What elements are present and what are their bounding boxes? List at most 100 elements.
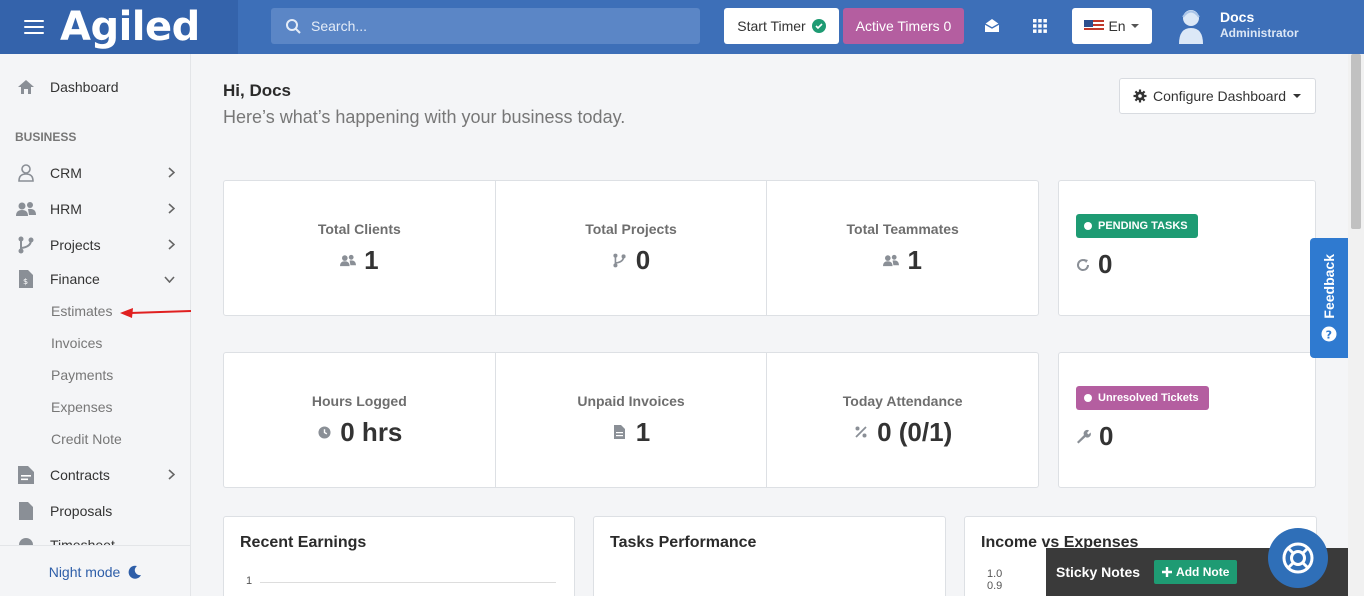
wrench-icon <box>1077 429 1091 444</box>
stat-label: Unpaid Invoices <box>577 392 685 409</box>
svg-text:?: ? <box>1326 329 1332 342</box>
chevron-right-icon <box>168 239 175 250</box>
plus-icon <box>1162 567 1173 577</box>
caret-down-icon <box>1130 24 1139 28</box>
configure-dashboard-label: Configure Dashboard <box>1152 88 1287 104</box>
axis-tick-label: 0.9 <box>987 580 1003 592</box>
refresh-icon <box>1077 258 1090 271</box>
mail-open-icon[interactable] <box>983 17 1001 35</box>
recent-earnings-panel: Recent Earnings 1 <box>223 516 575 596</box>
pending-tasks-badge: PENDING TASKS <box>1076 214 1198 238</box>
stats-row-2: Hours Logged 0 hrs Unpaid Invoices 1 Tod… <box>223 352 1039 488</box>
sidebar-sub-invoices[interactable]: Invoices <box>51 335 103 351</box>
configure-dashboard-button[interactable]: Configure Dashboard <box>1119 78 1316 114</box>
search-input[interactable] <box>311 18 681 34</box>
sidebar: Dashboard BUSINESS CRM HRM Projects $ Fi… <box>0 54 191 596</box>
help-lifebuoy-button[interactable] <box>1268 528 1328 588</box>
stat-total-teammates[interactable]: Total Teammates 1 <box>767 181 1038 315</box>
feedback-tab[interactable]: Feedback ? <box>1310 238 1348 358</box>
chevron-down-icon <box>164 276 175 283</box>
night-mode-toggle[interactable]: Night mode <box>0 545 190 596</box>
page-title: Hi, Docs <box>223 81 292 100</box>
stat-label: Total Teammates <box>846 220 959 237</box>
stat-label: Total Clients <box>317 220 401 237</box>
page-scrollbar[interactable] <box>1348 54 1364 596</box>
stat-total-projects[interactable]: Total Projects 0 <box>496 181 768 315</box>
unresolved-tickets-card[interactable]: Unresolved Tickets 0 <box>1058 352 1316 488</box>
clock-icon <box>316 424 332 440</box>
stat-value: 1 <box>635 416 651 447</box>
brand: Agiled <box>0 0 238 54</box>
sidebar-item-label: Projects <box>50 237 101 253</box>
home-icon <box>16 77 36 97</box>
pending-tasks-card[interactable]: PENDING TASKS 0 <box>1058 180 1316 316</box>
help-circle-icon: ? <box>1321 326 1337 342</box>
svg-text:$: $ <box>23 277 28 286</box>
language-selector[interactable]: En <box>1072 8 1152 44</box>
file-icon <box>612 424 628 440</box>
unresolved-tickets-badge: Unresolved Tickets <box>1076 386 1209 410</box>
stat-value: 1 <box>907 244 922 275</box>
stat-value: 0 <box>635 244 651 275</box>
avatar <box>1179 10 1203 44</box>
contract-icon <box>16 465 36 485</box>
language-label: En <box>1108 18 1126 34</box>
stat-unpaid-invoices[interactable]: Unpaid Invoices 1 <box>496 353 768 487</box>
users-icon <box>16 199 36 219</box>
logo[interactable]: Agiled <box>60 4 200 50</box>
axis-tick-label: 1 <box>246 575 253 587</box>
panel-title: Recent Earnings <box>240 534 367 551</box>
chevron-right-icon <box>168 167 175 178</box>
sidebar-item-dashboard[interactable]: Dashboard <box>0 70 190 104</box>
moon-icon <box>128 565 142 579</box>
start-timer-label: Start Timer <box>737 18 806 34</box>
sidebar-item-proposals[interactable]: Proposals <box>0 494 190 528</box>
sidebar-item-crm[interactable]: CRM <box>0 156 190 190</box>
search-bar[interactable] <box>271 8 700 44</box>
panel-title: Income vs Expenses <box>981 534 1139 551</box>
percent-icon <box>853 424 869 440</box>
active-timers-button[interactable]: Active Timers 0 <box>843 8 964 44</box>
sidebar-item-finance[interactable]: $ Finance <box>0 262 190 296</box>
user-menu[interactable]: Docs Administrator <box>1176 6 1299 44</box>
sidebar-sub-credit-note[interactable]: Credit Note <box>51 431 122 447</box>
branch-icon <box>16 235 36 255</box>
sidebar-item-label: CRM <box>50 165 82 181</box>
scrollbar-thumb[interactable] <box>1351 54 1361 229</box>
sidebar-item-projects[interactable]: Projects <box>0 228 190 262</box>
caret-down-icon <box>1293 94 1302 98</box>
start-timer-button[interactable]: Start Timer <box>724 8 839 44</box>
sidebar-sub-estimates[interactable]: Estimates <box>51 303 113 319</box>
sidebar-item-label: Contracts <box>50 467 110 483</box>
grid-line <box>260 582 556 583</box>
stat-value: 1 <box>364 244 379 275</box>
stat-total-clients[interactable]: Total Clients 1 <box>224 181 496 315</box>
apps-grid-icon[interactable] <box>1031 17 1049 35</box>
axis-tick-label: 1.0 <box>987 568 1003 580</box>
menu-toggle-icon[interactable] <box>24 20 44 34</box>
top-bar: Agiled Start Timer Active Timers 0 En Do… <box>0 0 1364 54</box>
user-name: Docs <box>1220 9 1255 25</box>
stat-today-attendance[interactable]: Today Attendance 0 (0/1) <box>767 353 1038 487</box>
lifebuoy-icon <box>1282 542 1314 574</box>
add-note-button[interactable]: Add Note <box>1154 560 1238 584</box>
sidebar-item-label: HRM <box>50 201 82 217</box>
document-icon <box>16 501 36 521</box>
sidebar-item-label: Dashboard <box>50 79 119 95</box>
sidebar-item-contracts[interactable]: Contracts <box>0 458 190 492</box>
sidebar-sub-expenses[interactable]: Expenses <box>51 399 113 415</box>
stat-label: Today Attendance <box>842 392 963 409</box>
users-icon <box>883 252 900 268</box>
sticky-notes-label: Sticky Notes <box>1056 564 1141 580</box>
stat-label: Total Projects <box>585 220 677 237</box>
stat-value: 0 hrs <box>340 416 403 447</box>
sidebar-sub-payments[interactable]: Payments <box>51 367 114 383</box>
stat-hours-logged[interactable]: Hours Logged 0 hrs <box>224 353 496 487</box>
sidebar-item-label: Proposals <box>50 503 113 519</box>
chevron-right-icon <box>168 469 175 480</box>
stats-row-1: Total Clients 1 Total Projects 0 Total T… <box>223 180 1039 316</box>
annotation-arrow-icon <box>120 308 192 318</box>
sidebar-item-hrm[interactable]: HRM <box>0 192 190 226</box>
tasks-performance-panel: Tasks Performance <box>593 516 946 596</box>
chevron-right-icon <box>168 203 175 214</box>
